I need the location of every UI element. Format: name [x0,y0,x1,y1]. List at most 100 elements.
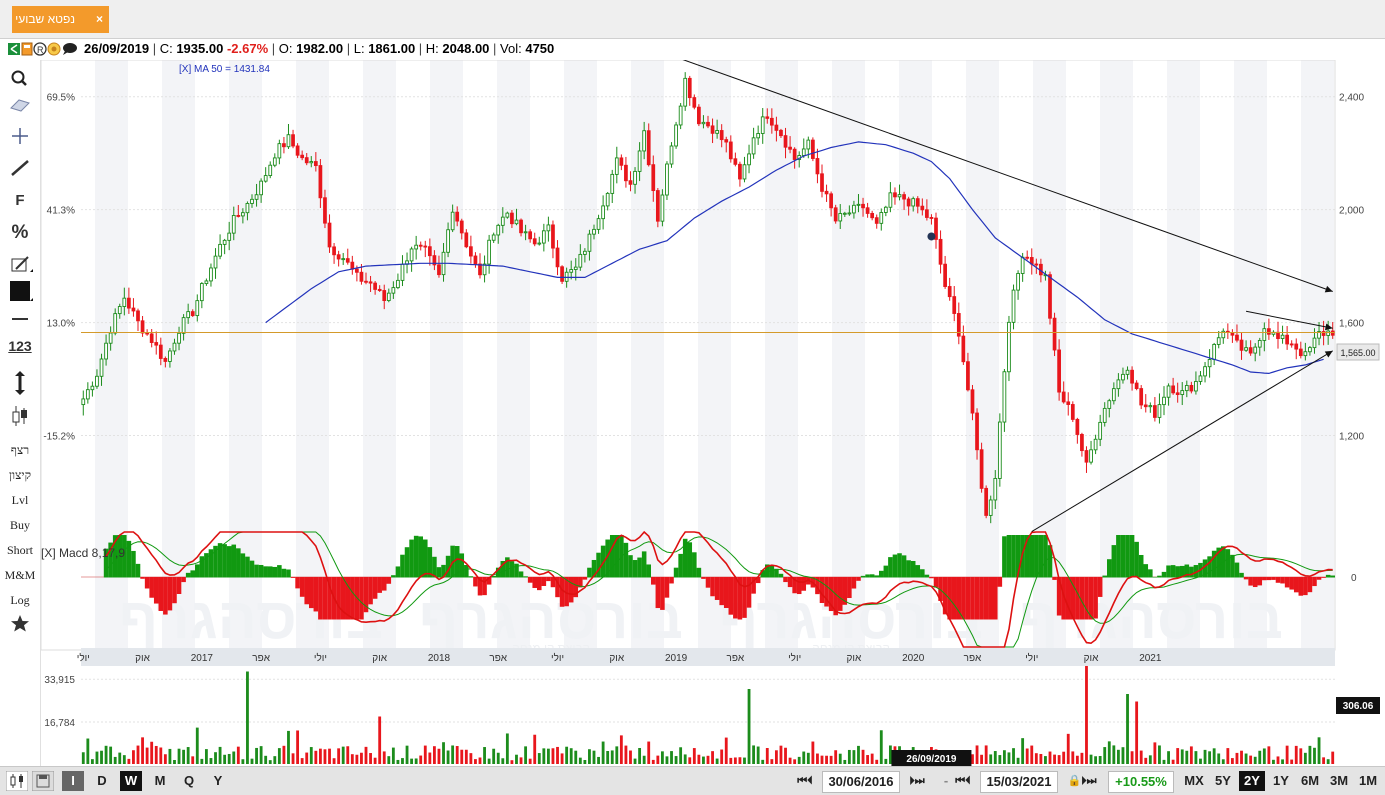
candle-body-198 [984,487,989,516]
ohlc-text: 26/09/2019 | C: 1935.00 -2.67% | O: 1982… [84,41,555,56]
volume-bar-274 [1331,751,1335,764]
nav-first-icon[interactable]: ⏮⏴ [797,775,813,787]
save-icon[interactable] [32,771,54,791]
line-icon[interactable] [0,158,40,178]
macd-hist-75 [423,539,428,578]
candle-body-72 [409,248,414,262]
macd-hist-62 [363,577,369,613]
to-date-field[interactable]: 15/03/2021 [980,771,1058,793]
candle-134 [692,94,697,110]
period-q-button[interactable]: Q [183,773,195,788]
macd-hist-119 [623,542,629,578]
numbers-icon[interactable]: 123 [8,338,32,354]
edit-icon[interactable] [0,256,40,274]
range-6m-button[interactable]: 6M [1300,773,1320,788]
candle-152 [774,116,779,142]
candle-body-163 [824,190,829,195]
period-i-button[interactable]: I [62,771,84,791]
toolbar-item-mm[interactable]: M&M [4,568,36,582]
close-icon[interactable]: × [95,12,103,26]
volume-bar-14 [145,747,149,764]
magnifier-icon[interactable] [0,68,40,88]
macd-hist-198 [983,577,989,620]
range-mx-button[interactable]: MX [1184,773,1204,788]
candle-111 [587,229,592,261]
volume-bar-63 [369,753,372,764]
toolbar-item-short[interactable]: Short [6,543,33,557]
candle-191 [952,286,957,322]
volume-bar-84 [464,749,468,764]
chart-tab[interactable]: נפטא שבועי × [12,6,109,33]
period-d-button[interactable]: D [97,773,107,788]
macd-hist-109 [578,577,583,588]
crosshair-icon[interactable] [0,126,40,146]
range-1m-button[interactable]: 1M [1358,773,1378,788]
percent-icon[interactable]: % [11,222,29,243]
toolbar-item-sequence[interactable]: רצף [10,443,30,457]
volume-bar-110 [583,760,587,764]
target-icon[interactable] [47,42,61,56]
from-date-field[interactable]: 30/06/2016 [822,771,900,793]
period-m-button[interactable]: M [154,773,166,788]
candle-type-icon[interactable] [6,771,28,791]
candle-body-15 [149,333,154,343]
volume-bar-215 [1062,751,1066,764]
range-5y-button[interactable]: 5Y [1215,773,1231,788]
candle-142 [728,135,733,163]
macd-hist-112 [591,559,597,578]
macd-label[interactable]: [X] Macd 8,17,9 [41,546,125,560]
nav-next-icon[interactable]: ⏵⏭ [909,775,925,787]
candle-body-226 [1111,388,1116,402]
chart-area[interactable]: בורסהגרף בורסהגרף בורסהגרף בורסהגרף קבוצ… [41,60,1385,766]
star-icon[interactable] [0,614,40,632]
share-icon[interactable] [8,43,20,55]
volume-bar-95 [515,754,518,764]
trendlines[interactable] [676,60,1333,532]
range-3m-button[interactable]: 3M [1329,773,1349,788]
toolbar-item-buy[interactable]: Buy [9,518,30,532]
macd-hist-184 [920,569,925,578]
measure-icon[interactable] [0,370,40,396]
macd-hist-10 [126,540,132,578]
nav-lock-icon[interactable]: 🔒⏵⏭ [1067,775,1097,787]
calc-icon[interactable] [21,42,33,56]
volume-bar-232 [1139,750,1143,764]
period-w-button[interactable]: W [120,771,142,791]
candle-201 [997,413,1002,487]
fib-icon[interactable]: F [15,192,25,209]
volume-bar-197 [980,754,984,764]
color-icon[interactable] [0,280,40,302]
range-1y-button[interactable]: 1Y [1273,773,1289,788]
hline-icon[interactable] [0,312,40,326]
candle-body-181 [906,198,911,207]
period-y-button[interactable]: Y [213,773,223,788]
candle-83 [459,218,464,240]
volume-bar-129 [670,751,673,764]
toolbar-item-lvl[interactable]: Lvl [11,493,29,507]
toolbar-item-log[interactable]: Log [10,593,30,607]
macd-hist-143 [733,577,738,619]
eraser-icon[interactable] [0,96,40,114]
volume-bar-74 [419,755,423,764]
range-2y-button[interactable]: 2Y [1239,771,1265,791]
macd-hist-133 [687,542,693,578]
macd-hist-172 [865,574,870,578]
comment-icon[interactable] [63,43,77,55]
toolbar-item-extreme[interactable]: קיצון [9,468,31,482]
candles-icon[interactable] [0,404,40,428]
axes: 1,200 1,600 2,000 2,400 69.5% 41.3% 13.0% -15.2… [43,93,1364,584]
volume-bar-27 [204,749,208,764]
candle-body-227 [1116,379,1121,390]
candle-22 [181,314,186,341]
candle-body-84 [464,232,469,248]
registered-icon[interactable]: R [33,42,47,56]
candle-251 [1225,323,1230,339]
candle-body-179 [897,194,902,198]
volume-bar-116 [610,750,614,764]
ma-label[interactable]: [X] MA 50 = 1431.84 [179,64,270,75]
candle-74 [418,241,423,251]
candle-body-266 [1294,343,1299,350]
nav-back-icon[interactable]: ⏮⏴ [955,775,971,787]
candle-122 [637,142,642,182]
date-label-12: יולי [788,652,801,664]
